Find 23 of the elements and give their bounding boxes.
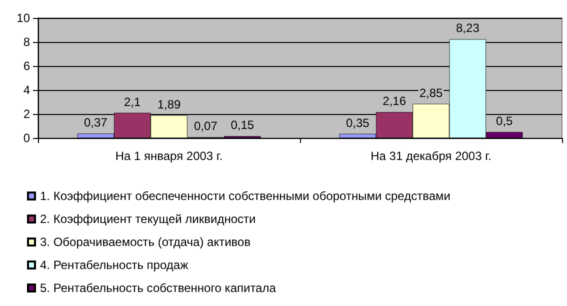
data-label: 0,15	[230, 118, 254, 132]
x-tick-label: На 31 декабря 2003 г.	[370, 149, 492, 163]
data-label: 8,23	[456, 21, 480, 36]
legend-label: 4. Рентабельность продаж	[40, 258, 188, 272]
legend-label: 1. Коэффициент обеспеченности собственными оборотными средствами	[40, 189, 450, 203]
data-label: 0,07	[194, 119, 218, 134]
legend-label: 2. Коэффициент текущей ликвидности	[40, 212, 256, 226]
legend-label: 5. Рентабельность собственного капитала	[40, 281, 276, 295]
y-tick-label: 4	[23, 83, 30, 97]
y-tick-label: 8	[23, 35, 30, 49]
x-tick-label: На 1 января 2003 г.	[115, 149, 223, 163]
data-label: 2,1	[124, 94, 141, 109]
y-tick-label: 0	[23, 131, 30, 145]
data-label: 1,89	[157, 97, 181, 112]
data-label: 0,37	[84, 116, 108, 130]
legend-label: 3. Оборачиваемость (отдача) активов	[40, 235, 251, 249]
y-tick-label: 10	[16, 11, 30, 25]
data-label: 2,16	[382, 94, 406, 108]
data-label: 0,35	[346, 116, 370, 130]
y-tick-label: 6	[23, 59, 30, 73]
data-label: 0,5	[496, 114, 514, 128]
y-tick-label: 2	[23, 107, 30, 121]
data-label: 2,85	[419, 86, 443, 100]
